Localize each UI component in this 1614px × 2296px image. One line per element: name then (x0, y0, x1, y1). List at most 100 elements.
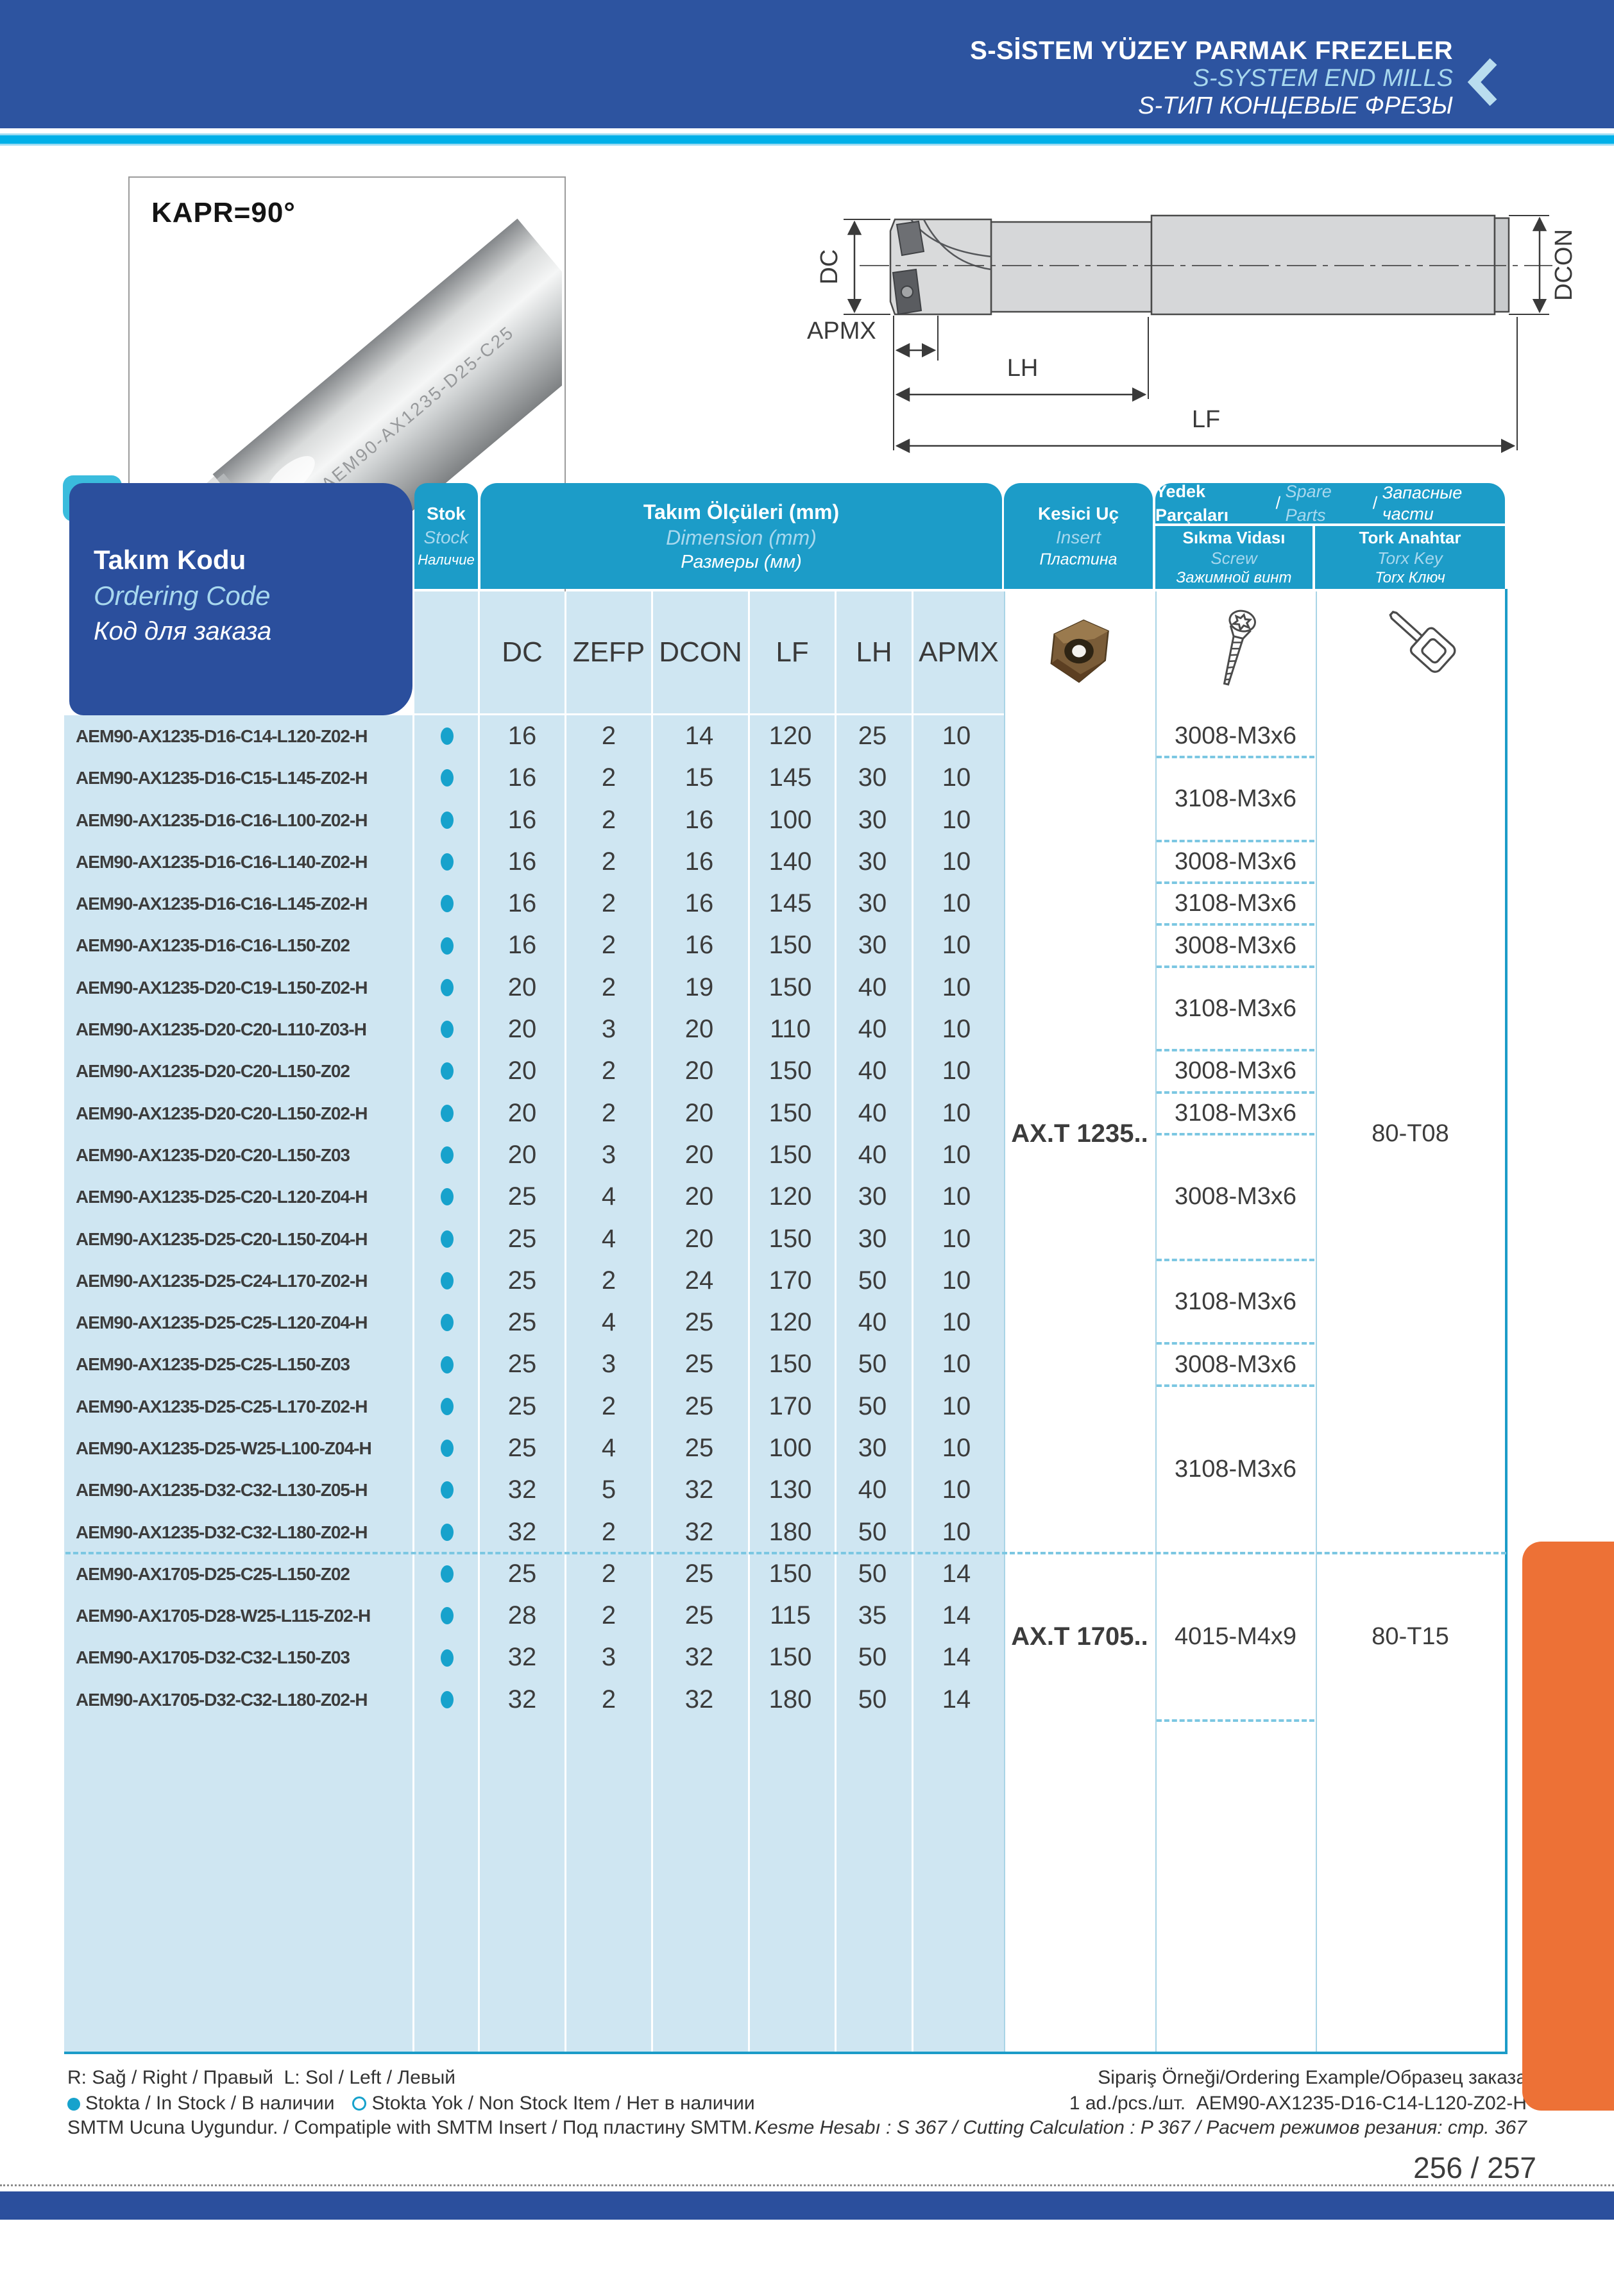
stock-status-dot (441, 727, 454, 745)
cell-lh: 30 (858, 889, 887, 918)
screw-group-cell: 3008-M3x6 (1174, 722, 1297, 750)
cell-dcon: 20 (684, 1015, 714, 1044)
cell-dc: 32 (507, 1643, 537, 1672)
dimensions-header-en: Dimension (mm) (666, 525, 817, 549)
screw-group-divider (1157, 1258, 1314, 1261)
stock-status-dot (441, 1481, 454, 1499)
cell-lh: 30 (858, 805, 887, 834)
cell-lf: 110 (770, 1015, 811, 1044)
cell-lf: 100 (769, 805, 812, 834)
cell-lh: 50 (858, 1685, 887, 1713)
cell-dc: 28 (507, 1601, 537, 1630)
column-label-dcon: DCON (659, 636, 742, 668)
cell-lf: 120 (769, 1182, 812, 1211)
cell-zefp: 2 (601, 722, 616, 750)
cell-ordering-code: AEM90-AX1235-D20-C19-L150-Z02-H (76, 977, 368, 998)
table-body-background (64, 715, 1004, 2052)
cell-lf: 120 (769, 1308, 812, 1337)
cell-ordering-code: AEM90-AX1235-D20-C20-L150-Z03 (76, 1144, 350, 1165)
diagram-lf-label: LF (1192, 406, 1220, 433)
footer-bar (0, 2191, 1614, 2220)
cell-lf: 115 (770, 1601, 811, 1630)
cell-ordering-code: AEM90-AX1235-D25-W25-L100-Z04-H (76, 1438, 372, 1458)
screw-group-divider (1157, 1132, 1314, 1135)
cell-ordering-code: AEM90-AX1235-D32-C32-L180-Z02-H (76, 1522, 368, 1542)
stock-status-dot (441, 1440, 454, 1458)
screw-group-cell: 3108-M3x6 (1174, 1455, 1297, 1483)
column-label-zefp: ZEFP (572, 636, 645, 668)
stock-status-dot (441, 1356, 454, 1373)
stock-status-dot (441, 1230, 454, 1248)
cell-ordering-code: AEM90-AX1705-D32-C32-L150-Z03 (76, 1647, 350, 1668)
cell-zefp: 2 (601, 973, 616, 1001)
diagram-apmx-label: APMX (807, 318, 876, 344)
screw-group-cell: 3008-M3x6 (1174, 1350, 1297, 1378)
cell-ordering-code: AEM90-AX1235-D25-C20-L150-Z04-H (76, 1229, 368, 1249)
cell-ordering-code: AEM90-AX1235-D25-C25-L170-Z02-H (76, 1396, 368, 1416)
stock-legend: Stokta / In Stock / В наличии Stokta Yok … (67, 2093, 755, 2114)
ordering-code-header-tr: Takım Kodu (94, 545, 246, 575)
cell-lh: 30 (858, 847, 887, 876)
accent-stripe (0, 135, 1614, 144)
column-divider (565, 591, 566, 2052)
stock-legend-in: Stokta / In Stock / В наличии (85, 2093, 335, 2114)
cell-lh: 40 (858, 1140, 887, 1169)
torx-header: Tork Anahtar Torx Key Torx Ключ (1315, 526, 1505, 589)
screw-column-border (1155, 591, 1157, 2052)
cell-lf: 150 (769, 1098, 812, 1127)
spare-parts-header-tr: Yedek Parçaları (1155, 481, 1229, 525)
stock-status-dot (441, 1565, 454, 1583)
cell-lh: 40 (858, 1098, 887, 1127)
stock-status-dot (441, 1021, 454, 1039)
cell-zefp: 2 (601, 1391, 616, 1420)
spare-parts-column-background (1004, 591, 1505, 2052)
cell-lf: 145 (769, 763, 812, 792)
cell-dc: 20 (507, 1015, 537, 1044)
screw-group-divider (1157, 923, 1314, 926)
screw-group-cell: 3108-M3x6 (1174, 994, 1297, 1022)
cell-lh: 25 (858, 722, 887, 750)
cell-dcon: 20 (684, 1224, 714, 1253)
cell-dc: 25 (507, 1308, 537, 1337)
screw-group-cell: 3108-M3x6 (1174, 1099, 1297, 1127)
kapr-angle-label: KAPR=90° (151, 197, 296, 228)
cell-zefp: 2 (601, 1685, 616, 1713)
column-label-lh: LH (856, 636, 892, 668)
cell-ordering-code: AEM90-AX1235-D32-C32-L130-Z05-H (76, 1480, 368, 1501)
cell-dcon: 16 (684, 931, 714, 960)
column-label-dc: DC (502, 636, 543, 668)
cell-apmx: 10 (942, 805, 971, 834)
screw-group-divider (1157, 1091, 1314, 1094)
cell-ordering-code: AEM90-AX1235-D16-C15-L145-Z02-H (76, 768, 368, 788)
accent-stripe-top-light (0, 133, 1614, 135)
diagram-dcon-label: DCON (1550, 229, 1577, 301)
table-bottom-border (64, 2052, 1508, 2054)
cell-dcon: 16 (684, 889, 714, 918)
cell-apmx: 10 (942, 1350, 971, 1379)
page-title-tr: S-SİSTEM YÜZEY PARMAK FREZELER (970, 37, 1453, 65)
cell-dc: 25 (507, 1224, 537, 1253)
cell-ordering-code: AEM90-AX1235-D16-C14-L120-Z02-H (76, 726, 368, 746)
screw-group-cell: 3008-M3x6 (1174, 1057, 1297, 1085)
cell-apmx: 10 (942, 1057, 971, 1085)
cell-dc: 20 (507, 1057, 537, 1085)
stock-status-dot (441, 1397, 454, 1415)
cell-apmx: 10 (942, 1433, 971, 1462)
cell-zefp: 4 (601, 1308, 616, 1337)
cell-ordering-code: AEM90-AX1235-D16-C16-L140-Z02-H (76, 851, 368, 872)
page-title-ru: S-ТИП КОНЦЕВЫЕ ФРЕЗЫ (1138, 92, 1453, 119)
page-header-banner: S-SİSTEM YÜZEY PARMAK FREZELER S-SYSTEM … (0, 0, 1614, 128)
stock-header-ru: Наличие (418, 552, 475, 568)
stock-status-dot (441, 1690, 454, 1708)
ordering-code-header: Takım Kodu Ordering Code Код для заказа (69, 483, 412, 715)
cell-dcon: 32 (684, 1475, 714, 1504)
ordering-code-header-ru: Код для заказа (94, 617, 272, 645)
cell-zefp: 2 (601, 1057, 616, 1085)
cutting-calc-note: Kesme Hesabı : S 367 / Cutting Calculati… (754, 2117, 1527, 2138)
cell-lf: 100 (769, 1433, 812, 1462)
cell-ordering-code: AEM90-AX1235-D16-C16-L150-Z02 (76, 935, 350, 956)
cell-apmx: 10 (942, 1308, 971, 1337)
cell-lf: 130 (769, 1475, 812, 1504)
ordering-example-title: Sipariş Örneği/Ordering Example/Образец … (1098, 2067, 1527, 2088)
screw-group-divider (1157, 1342, 1314, 1345)
